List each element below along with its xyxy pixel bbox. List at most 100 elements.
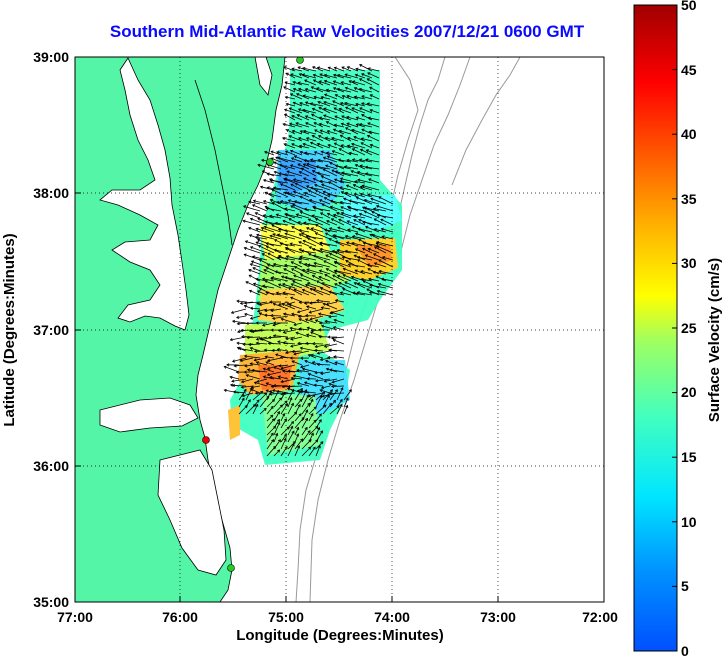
velocity-arrowhead [261,277,266,281]
velocity-arrow [287,411,297,422]
velocity-arrowhead [269,300,273,304]
velocity-arrowhead [311,214,315,218]
velocity-arrowhead [332,100,336,104]
velocity-arrowhead [300,249,305,253]
velocity-arrowhead [366,102,370,106]
velocity-arrow [308,406,317,415]
velocity-arrowhead [302,66,306,71]
velocity-arrowhead [270,432,274,436]
velocity-arrow [271,157,282,163]
velocity-arrow [287,389,294,401]
velocity-arrowhead [319,129,323,133]
velocity-arrow [280,243,296,247]
velocity-arrowhead [332,274,336,278]
velocity-arrow [270,179,289,184]
velocity-arrow [297,390,310,394]
velocity-arrowhead [307,354,311,358]
velocity-arrowhead [296,310,301,314]
colorbar-tick-label: 25 [681,320,697,336]
velocity-arrow [296,214,310,219]
velocity-arrow [287,441,296,450]
velocity-arrow [285,96,296,100]
velocity-arrowhead [244,364,248,368]
velocity-arrowhead [355,196,359,200]
velocity-arrow [324,229,338,233]
velocity-arrowhead [367,116,371,120]
velocity-arrow [303,240,317,247]
velocity-arrow [318,107,331,114]
velocity-arrowhead [266,366,271,370]
velocity-arrowhead [378,259,382,263]
velocity-arrowhead [365,158,369,162]
velocity-arrowhead [226,363,230,367]
velocity-arrowhead [360,270,364,274]
velocity-arrow [314,262,331,268]
velocity-arrowhead [320,306,324,310]
velocity-arrow [312,275,324,282]
velocity-arrowhead [304,283,309,287]
velocity-arrowhead [300,438,304,442]
velocity-arrowhead [296,381,301,386]
velocity-arrowhead [328,382,332,386]
velocity-arrowhead [303,158,307,163]
velocity-arrowhead [320,430,323,434]
velocity-arrow [264,226,282,233]
velocity-arrowhead [334,170,338,174]
velocity-arrowhead [348,199,352,203]
velocity-arrowhead [245,374,249,378]
velocity-arrow [327,130,338,135]
velocity-arrowhead [266,186,270,190]
velocity-arrow [327,193,345,198]
velocity-arrowhead [270,405,274,409]
velocity-arrowhead [282,291,286,295]
velocity-arrowhead [284,232,288,236]
velocity-arrow [333,326,345,331]
velocity-arrowhead [336,73,341,77]
velocity-arrowhead [296,445,300,449]
velocity-arrowhead [310,86,314,90]
velocity-arrowhead [359,192,363,196]
x-axis-label: Longitude (Degrees:Minutes) [236,627,444,644]
velocity-arrowhead [372,270,376,274]
velocity-arrowhead [279,404,283,408]
velocity-arrowhead [312,79,317,83]
velocity-arrow [297,382,310,387]
velocity-arrow [255,236,268,240]
velocity-arrow [326,220,338,226]
velocity-arrowhead [258,337,263,341]
velocity-arrowhead [367,247,371,251]
velocity-arrow [283,342,296,345]
velocity-arrowhead [334,283,338,287]
velocity-arrowhead [267,341,271,346]
velocity-arrowhead [351,241,355,245]
velocity-arrowhead [291,129,295,133]
velocity-arrow [315,395,323,408]
velocity-arrow [281,303,296,310]
velocity-arrow [249,274,261,282]
velocity-arrowhead [329,199,334,203]
velocity-arrow [275,222,289,226]
velocity-arrow [255,212,268,219]
velocity-arrowhead [350,170,354,174]
velocity-arrow [325,320,338,324]
velocity-arrow [332,378,345,383]
delmarva-shore [194,79,233,246]
velocity-arrowhead [291,312,295,316]
velocity-arrowhead [323,101,327,105]
velocity-arrow [369,109,380,114]
velocity-arrow [284,233,303,240]
velocity-arrowhead [255,341,259,345]
velocity-arrowhead [355,123,359,127]
velocity-arrow [327,144,338,149]
velocity-arrow [315,404,327,415]
velocity-arrow [365,166,380,170]
velocity-arrowhead [248,274,252,278]
velocity-arrowhead [340,81,344,85]
velocity-arrow [315,427,320,436]
velocity-arrow [280,446,288,457]
velocity-arrowhead [332,326,337,330]
velocity-arrow [367,72,380,79]
velocity-arrowhead [310,413,314,417]
velocity-arrowhead [271,399,275,403]
velocity-arrowhead [283,437,287,442]
